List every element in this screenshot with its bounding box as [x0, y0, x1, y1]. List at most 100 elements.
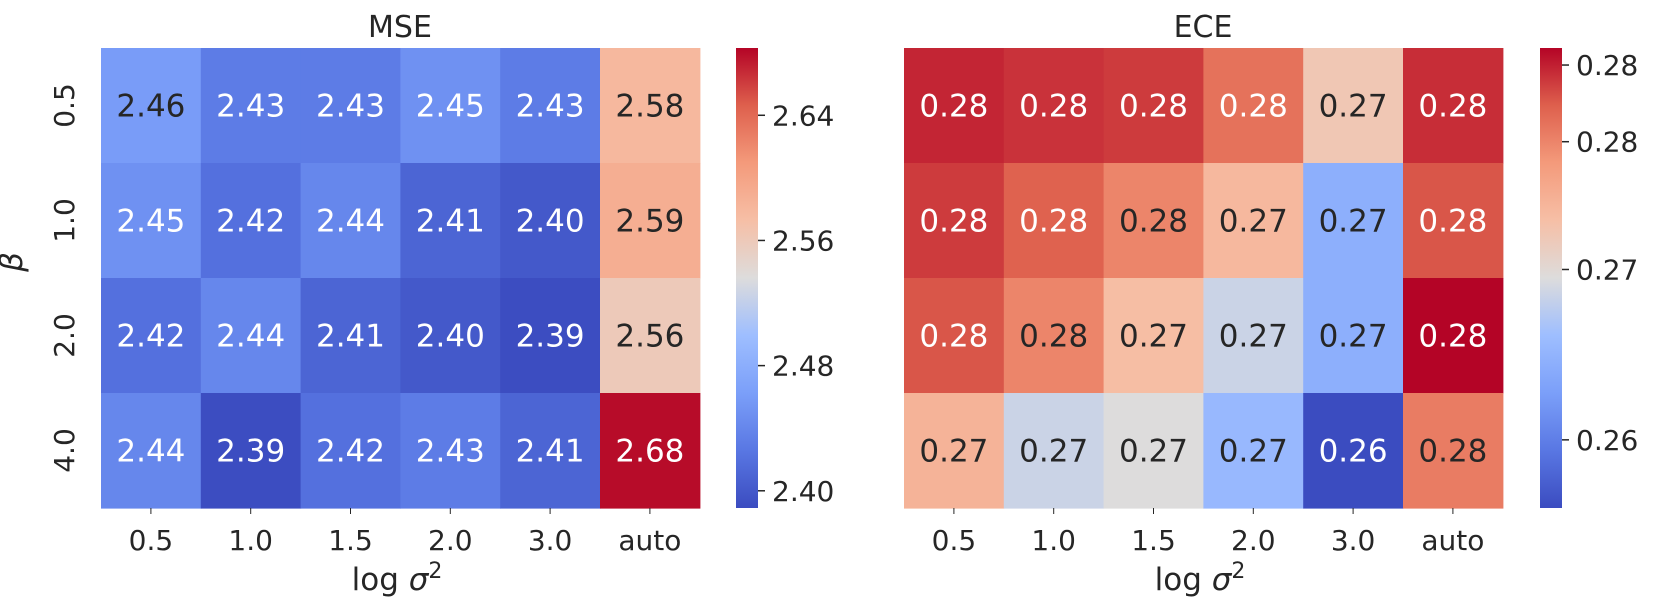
mse-cell-label: 2.42: [316, 434, 385, 470]
mse-x-axis-label: log σ2: [352, 559, 443, 598]
ece-cell: [1203, 48, 1304, 164]
ece-cell: [1303, 163, 1404, 279]
mse-cell: [400, 393, 501, 509]
mse-cell: [500, 163, 601, 279]
mse-cell-label: 2.42: [116, 319, 185, 355]
ece-cell: [1203, 393, 1304, 509]
mse-x-tick-label: 3.0: [528, 524, 573, 557]
mse-cell-label: 2.43: [316, 89, 385, 125]
mse-cell-label: 2.41: [516, 434, 585, 470]
mse-colorbar-tick-label: 2.48: [772, 350, 834, 383]
ece-cell: [1003, 163, 1105, 279]
mse-cell: [101, 48, 202, 164]
ece-cell-label: 0.28: [1418, 204, 1487, 240]
mse-cell-label: 2.45: [116, 204, 185, 240]
mse-cell-label: 2.58: [615, 89, 684, 125]
mse-cell-label: 2.46: [116, 89, 185, 125]
ece-cell: [1103, 163, 1204, 279]
mse-y-tick-label: 2.0: [48, 313, 81, 358]
ece-cell: [904, 278, 1005, 394]
ece-cell-label: 0.28: [1219, 89, 1288, 125]
ece-cell-label: 0.28: [1019, 89, 1088, 125]
ece-x-axis-label: log σ2: [1155, 559, 1246, 598]
ece-cell: [1303, 48, 1404, 164]
ece-colorbar-tick-label: 0.28: [1576, 49, 1638, 82]
mse-cell-label: 2.43: [516, 89, 585, 125]
mse-cell: [400, 163, 501, 279]
ece-cell-label: 0.27: [1219, 319, 1288, 355]
mse-colorbar-ticks: 2.40 2.48 2.56 2.64: [758, 99, 834, 508]
mse-cell-label: 2.40: [516, 204, 585, 240]
ece-cell-label: 0.27: [1219, 204, 1288, 240]
mse-cell: [600, 163, 701, 279]
mse-colorbar: [736, 48, 758, 508]
mse-x-tick-label: 2.0: [428, 524, 473, 557]
ece-cell-label: 0.27: [1019, 434, 1088, 470]
ece-colorbar-tick-label: 0.28: [1576, 126, 1638, 159]
ece-cell-label: 0.28: [1019, 204, 1088, 240]
mse-cell-label: 2.68: [615, 434, 684, 470]
ece-cell-label: 0.28: [919, 89, 988, 125]
mse-cell: [300, 163, 401, 279]
mse-cell: [500, 48, 601, 164]
mse-cell-label: 2.43: [216, 89, 285, 125]
ece-cell-label: 0.27: [1219, 434, 1288, 470]
ece-cell-label: 0.27: [1319, 89, 1388, 125]
mse-panel: MSE 2.46 2.43 2.43 2.45 2.43 2.58 2.45 2.42 2.44…: [0, 10, 834, 598]
mse-x-tick-label: 1.5: [328, 524, 373, 557]
mse-y-tick-label: 4.0: [48, 428, 81, 473]
ece-cell-label: 0.27: [1319, 319, 1388, 355]
mse-cell: [400, 48, 501, 164]
mse-cell-label: 2.40: [416, 319, 485, 355]
ece-cell-label: 0.28: [1119, 89, 1188, 125]
ece-cell-label: 0.26: [1319, 434, 1388, 470]
mse-cell: [300, 278, 401, 394]
mse-cell: [400, 278, 501, 394]
mse-cell-label: 2.41: [416, 204, 485, 240]
mse-cell: [500, 278, 601, 394]
mse-y-tick-labels: 0.5 1.0 2.0 4.0: [48, 83, 81, 473]
ece-cell: [1003, 48, 1105, 164]
mse-cell-label: 2.42: [216, 204, 285, 240]
mse-cell-label: 2.44: [116, 434, 185, 470]
ece-cell-label: 0.27: [1119, 434, 1188, 470]
mse-x-tick-label: auto: [618, 524, 681, 557]
mse-cell-label: 2.56: [615, 319, 684, 355]
ece-cell: [904, 48, 1005, 164]
mse-cell: [600, 393, 701, 509]
ece-cell: [1303, 393, 1404, 509]
mse-cell: [600, 48, 701, 164]
mse-y-axis-label: β: [0, 252, 30, 273]
ece-cell: [1303, 278, 1404, 394]
ece-cell-label: 0.28: [1418, 319, 1487, 355]
ece-cell: [1003, 278, 1105, 394]
ece-colorbar: [1540, 48, 1562, 508]
ece-cell: [1103, 48, 1204, 164]
mse-cell: [101, 163, 202, 279]
mse-cell-label: 2.44: [216, 319, 285, 355]
ece-cell: [1403, 163, 1504, 279]
ece-cell: [1403, 393, 1504, 509]
ece-x-tick-label: 0.5: [932, 524, 977, 557]
mse-cells: 2.46 2.43 2.43 2.45 2.43 2.58 2.45 2.42 2.44 2.41…: [101, 48, 701, 509]
ece-cell: [1403, 48, 1504, 164]
ece-x-tick-label: 2.0: [1231, 524, 1276, 557]
ece-x-tick-label: 3.0: [1331, 524, 1376, 557]
ece-cell-label: 0.27: [1319, 204, 1388, 240]
mse-cell: [101, 278, 202, 394]
ece-cell-label: 0.28: [919, 204, 988, 240]
ece-cell: [1403, 278, 1504, 394]
ece-panel: ECE 0.28 0.28 0.28 0.28 0.27 0.280.28 0.28 0.28…: [904, 10, 1638, 598]
ece-colorbar-tick-label: 0.26: [1576, 424, 1638, 457]
mse-cell-label: 2.39: [516, 319, 585, 355]
mse-cell: [300, 48, 401, 164]
mse-x-tick-label: 0.5: [129, 524, 174, 557]
mse-cell: [300, 393, 401, 509]
mse-y-tick-label: 0.5: [48, 83, 81, 128]
ece-colorbar-ticks: 0.26 0.27 0.28 0.28: [1562, 49, 1638, 457]
mse-cell: [101, 393, 202, 509]
mse-cell: [500, 393, 601, 509]
mse-cell: [200, 278, 302, 394]
ece-x-tick-label: 1.0: [1031, 524, 1076, 557]
